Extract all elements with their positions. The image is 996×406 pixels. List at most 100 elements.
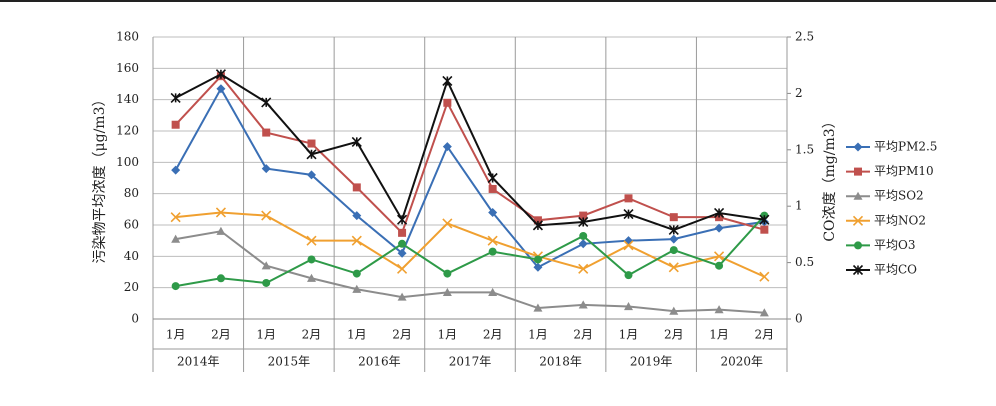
marker bbox=[488, 184, 497, 193]
marker bbox=[442, 287, 452, 296]
marker bbox=[487, 235, 498, 246]
marker bbox=[398, 228, 407, 237]
series-line bbox=[175, 214, 766, 288]
marker bbox=[352, 284, 362, 293]
marker bbox=[760, 225, 769, 234]
x-tick-label: 1月 bbox=[619, 328, 639, 342]
marker bbox=[398, 239, 407, 248]
marker bbox=[306, 235, 317, 246]
legend-label: 平均CO bbox=[874, 263, 917, 277]
marker bbox=[261, 164, 271, 174]
legend-marker bbox=[852, 215, 864, 226]
x-tick-label: 1月 bbox=[347, 328, 367, 342]
marker bbox=[579, 211, 588, 220]
marker bbox=[533, 262, 543, 272]
y-tick-label: 0 bbox=[131, 312, 139, 326]
y-axis-title: 污染物平均浓度（μg/m3） bbox=[92, 93, 108, 264]
marker bbox=[624, 271, 633, 280]
x-tick-label: 2月 bbox=[573, 328, 593, 342]
marker bbox=[623, 240, 634, 251]
y-tick-label: 40 bbox=[124, 249, 139, 263]
marker bbox=[532, 220, 543, 231]
legend-marker bbox=[852, 264, 864, 276]
marker bbox=[170, 212, 181, 223]
group-label: 2019年 bbox=[630, 355, 673, 369]
marker bbox=[578, 263, 589, 274]
x-tick-label: 1月 bbox=[438, 328, 458, 342]
marker bbox=[170, 92, 181, 103]
y-tick-label: 20 bbox=[124, 280, 139, 294]
marker bbox=[216, 84, 226, 94]
legend-label: 平均PM10 bbox=[874, 164, 934, 178]
marker bbox=[306, 149, 317, 160]
x-tick-label: 1月 bbox=[256, 328, 276, 342]
marker bbox=[171, 165, 181, 175]
marker bbox=[442, 142, 452, 152]
y-tick-label: 80 bbox=[124, 186, 139, 200]
marker bbox=[262, 128, 271, 137]
legend-marker bbox=[854, 167, 862, 176]
x-tick-label: 2月 bbox=[211, 328, 231, 342]
marker bbox=[759, 271, 770, 282]
y-tick-label: 120 bbox=[116, 124, 139, 138]
marker bbox=[578, 216, 589, 228]
marker bbox=[171, 120, 180, 129]
marker bbox=[397, 214, 408, 225]
marker bbox=[669, 306, 679, 315]
marker bbox=[215, 69, 226, 80]
legend-label: 平均NO2 bbox=[874, 213, 926, 227]
x-tick-label: 2月 bbox=[302, 328, 322, 342]
marker bbox=[261, 97, 272, 108]
marker bbox=[578, 239, 588, 249]
marker bbox=[624, 301, 633, 311]
marker bbox=[352, 269, 361, 278]
marker bbox=[262, 278, 271, 287]
marker bbox=[397, 248, 407, 258]
marker bbox=[442, 75, 453, 87]
marker bbox=[307, 170, 316, 180]
y2-tick-label: 2.5 bbox=[795, 30, 814, 44]
marker bbox=[216, 274, 225, 283]
marker bbox=[714, 305, 724, 314]
marker bbox=[261, 261, 271, 270]
group-label: 2016年 bbox=[358, 355, 401, 369]
marker bbox=[578, 300, 588, 309]
x-tick-label: 1月 bbox=[709, 328, 729, 342]
marker bbox=[215, 207, 226, 218]
y2-tick-label: 2 bbox=[795, 86, 803, 100]
marker bbox=[397, 263, 408, 274]
marker bbox=[579, 231, 588, 240]
group-label: 2020年 bbox=[720, 355, 763, 369]
marker bbox=[216, 226, 226, 235]
marker bbox=[397, 292, 407, 301]
legend-marker bbox=[853, 191, 863, 200]
marker bbox=[307, 139, 316, 148]
marker bbox=[533, 255, 542, 264]
marker bbox=[352, 183, 361, 192]
x-tick-label: 1月 bbox=[166, 328, 186, 342]
marker bbox=[488, 207, 498, 217]
series-line bbox=[174, 86, 765, 269]
y-tick-label: 60 bbox=[124, 218, 139, 232]
marker bbox=[351, 235, 362, 246]
group-label: 2017年 bbox=[449, 355, 492, 369]
legend-label: 平均O3 bbox=[874, 238, 915, 252]
y-tick-label: 100 bbox=[116, 155, 139, 169]
marker bbox=[307, 273, 316, 282]
marker bbox=[442, 218, 453, 229]
x-tick-label: 2月 bbox=[483, 328, 503, 342]
y2-tick-label: 1 bbox=[795, 199, 803, 213]
y-tick-label: 180 bbox=[116, 30, 139, 44]
marker bbox=[669, 246, 678, 255]
marker bbox=[488, 287, 498, 296]
marker bbox=[623, 209, 634, 220]
marker bbox=[488, 247, 497, 256]
x-tick-label: 2月 bbox=[755, 328, 775, 342]
x-tick-label: 2月 bbox=[392, 328, 412, 342]
marker bbox=[669, 234, 679, 244]
group-label: 2018年 bbox=[539, 355, 582, 369]
legend-marker bbox=[853, 142, 863, 152]
marker bbox=[533, 216, 542, 225]
marker bbox=[443, 98, 452, 107]
